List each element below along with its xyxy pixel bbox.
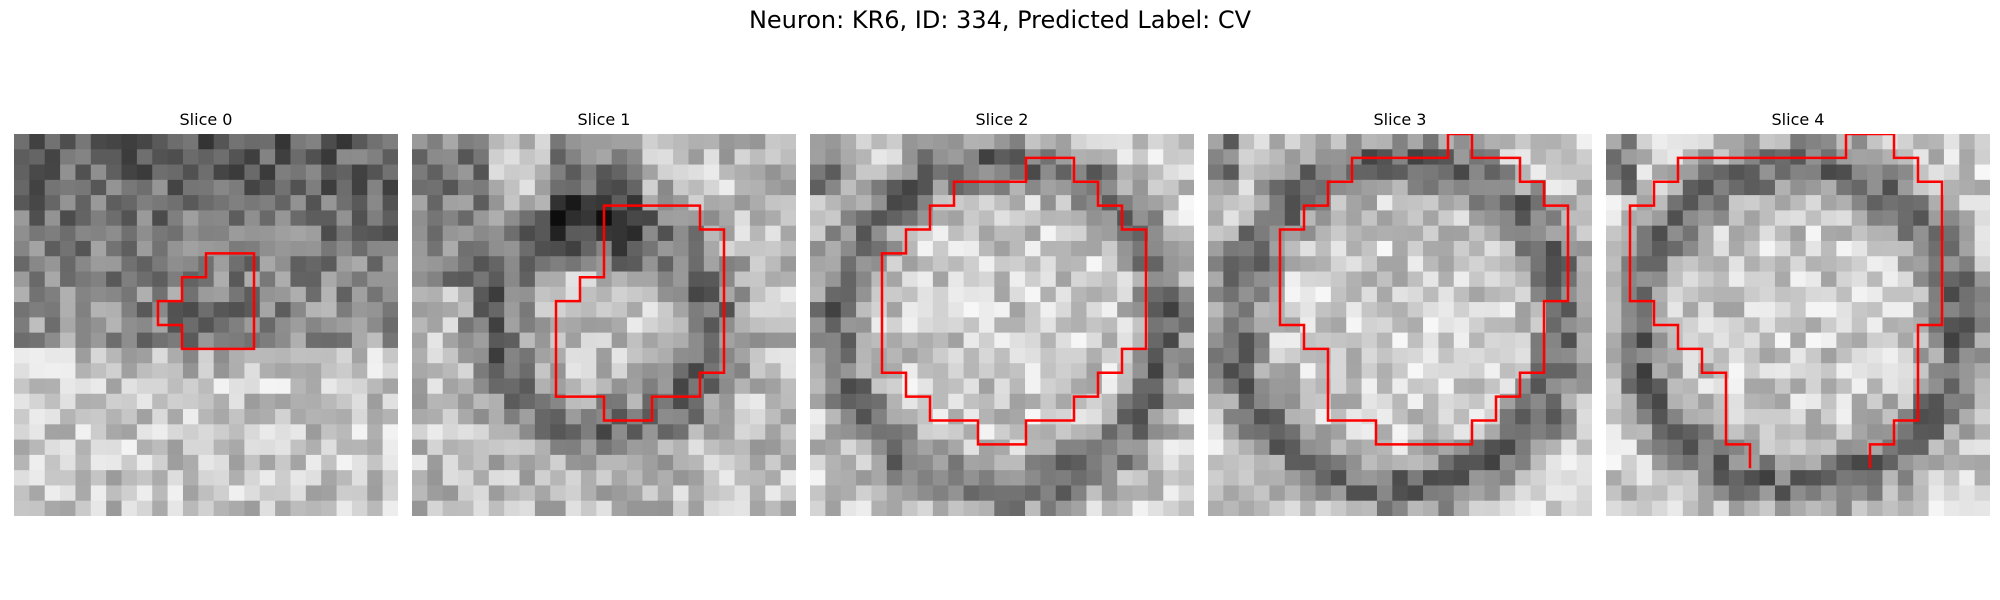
pixel-grid-3 xyxy=(1208,134,1592,516)
slice-panel-0: Slice 0 xyxy=(14,0,398,600)
slice-svg-3 xyxy=(1208,134,1592,516)
pixel-grid-0 xyxy=(14,134,398,516)
slice-title-0: Slice 0 xyxy=(179,110,233,129)
slice-image-2 xyxy=(810,134,1194,516)
segmentation-contour-1 xyxy=(554,204,726,422)
slice-image-1 xyxy=(412,134,796,516)
slice-svg-1 xyxy=(412,134,796,516)
segmentation-contour-4 xyxy=(1628,134,1944,469)
pixel-grid-2 xyxy=(810,134,1194,516)
slice-svg-4 xyxy=(1606,134,1990,516)
slice-image-3 xyxy=(1208,134,1592,516)
segmentation-contour-3 xyxy=(1278,134,1570,446)
segmentation-contour-2 xyxy=(880,156,1148,446)
slice-svg-2 xyxy=(810,134,1194,516)
slice-title-3: Slice 3 xyxy=(1373,110,1427,129)
pixel-grid-1 xyxy=(412,134,796,516)
slice-panel-3: Slice 3 xyxy=(1208,0,1592,600)
slice-panel-2: Slice 2 xyxy=(810,0,1194,600)
slice-image-0 xyxy=(14,134,398,516)
slice-title-1: Slice 1 xyxy=(577,110,631,129)
slice-title-2: Slice 2 xyxy=(975,110,1029,129)
slice-panel-1: Slice 1 xyxy=(412,0,796,600)
slice-panel-4: Slice 4 xyxy=(1606,0,1990,600)
slice-image-4 xyxy=(1606,134,1990,516)
slice-title-4: Slice 4 xyxy=(1771,110,1825,129)
slice-svg-0 xyxy=(14,134,398,516)
pixel-grid-4 xyxy=(1606,134,1990,516)
segmentation-contour-0 xyxy=(156,252,256,351)
figure-title: Neuron: KR6, ID: 334, Predicted Label: C… xyxy=(748,6,1252,34)
